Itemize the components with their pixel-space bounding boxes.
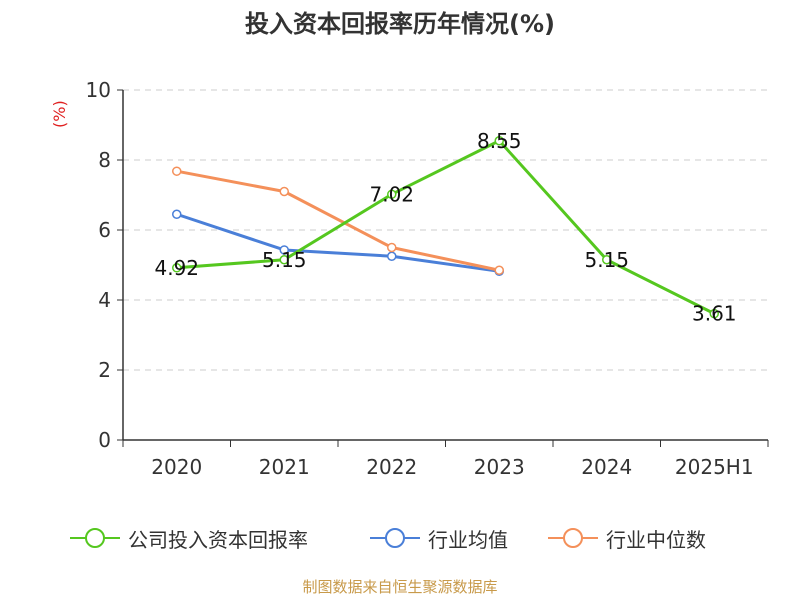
legend-marker-industry-median [548, 528, 598, 548]
legend: 公司投入资本回报率 行业均值 行业中位数 [70, 518, 770, 558]
y-tick-label: 4 [98, 288, 111, 312]
series-line-1 [176, 212, 500, 273]
data-label: 8.55 [477, 129, 522, 153]
data-point-0 [172, 263, 182, 273]
x-tick-label: 2020 [151, 455, 202, 479]
legend-item-industry-median[interactable]: 行业中位数 [548, 518, 706, 558]
x-tick-label: 2021 [259, 455, 310, 479]
data-point-2 [494, 265, 504, 275]
source-footer: 制图数据来自恒生聚源数据库 [302, 578, 498, 596]
data-point-2 [279, 186, 289, 197]
data-point-0 [709, 308, 719, 319]
data-point-2 [387, 242, 397, 253]
legend-marker-company [70, 528, 120, 548]
y-tick-label: 2 [98, 358, 111, 382]
series-line-2 [176, 169, 500, 272]
y-tick-label: 10 [86, 78, 111, 102]
x-tick-label: 2024 [581, 455, 632, 479]
x-tick-label: 2025H1 [675, 455, 754, 479]
x-tick-label: 2022 [366, 455, 417, 479]
data-label: 7.02 [369, 182, 414, 206]
legend-item-company[interactable]: 公司投入资本回报率 [70, 518, 308, 558]
data-label: 5.15 [262, 248, 307, 272]
y-axis-label: (%) [50, 100, 69, 128]
legend-item-industry-avg[interactable]: 行业均值 [370, 518, 508, 558]
data-point-0 [279, 255, 289, 265]
data-label: 5.15 [584, 248, 629, 272]
data-point-1 [279, 245, 289, 255]
data-point-1 [387, 251, 397, 261]
y-tick-label: 6 [98, 218, 111, 242]
data-point-0 [387, 189, 397, 200]
y-tick-label: 8 [98, 148, 111, 172]
data-point-1 [172, 209, 182, 219]
legend-label-industry-avg: 行业均值 [428, 527, 508, 552]
data-label: 3.61 [692, 302, 737, 326]
data-point-0 [602, 255, 612, 265]
data-point-0 [494, 136, 504, 146]
legend-label-company: 公司投入资本回报率 [128, 527, 308, 552]
data-label: 4.92 [154, 256, 199, 280]
legend-marker-industry-avg [370, 528, 420, 548]
y-tick-label: 0 [98, 428, 111, 452]
chart-title: 投入资本回报率历年情况(%) [245, 10, 555, 38]
x-tick-label: 2023 [474, 455, 525, 479]
data-point-2 [172, 166, 182, 176]
legend-label-industry-median: 行业中位数 [606, 527, 706, 552]
series-line-0 [176, 139, 715, 315]
